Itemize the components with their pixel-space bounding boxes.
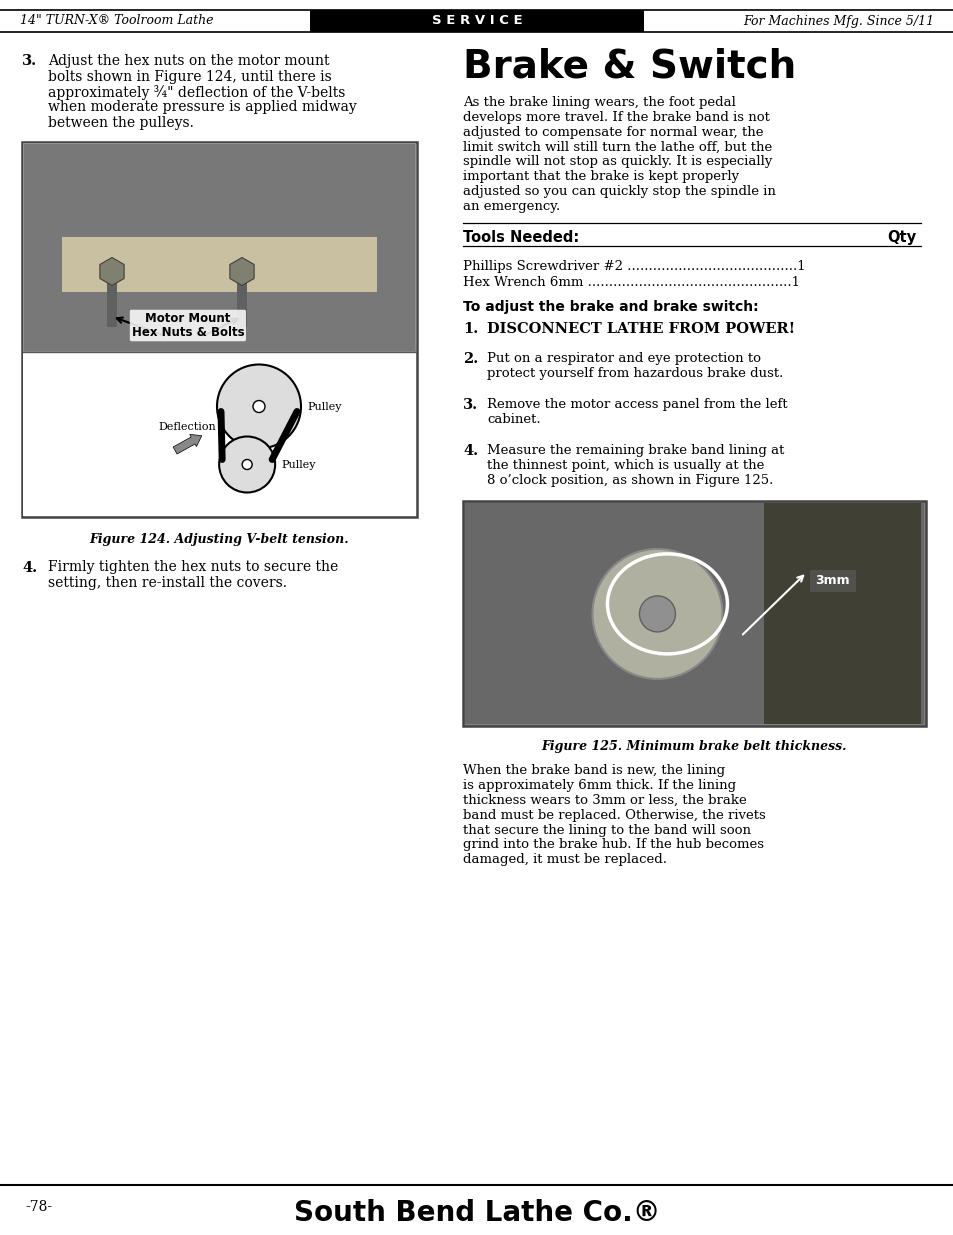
Text: 2.: 2. (462, 352, 477, 367)
Text: 4.: 4. (462, 445, 477, 458)
Text: Qty: Qty (886, 231, 915, 246)
Text: Motor Mount
Hex Nuts & Bolts: Motor Mount Hex Nuts & Bolts (132, 311, 244, 340)
Text: approximately ¾" deflection of the V-belts: approximately ¾" deflection of the V-bel… (48, 85, 345, 100)
Text: 3.: 3. (462, 399, 477, 412)
Text: 1.: 1. (462, 322, 477, 336)
Text: band must be replaced. Otherwise, the rivets: band must be replaced. Otherwise, the ri… (462, 809, 765, 821)
Bar (809, 571, 855, 592)
Text: Tools Needed:: Tools Needed: (462, 231, 578, 246)
Text: protect yourself from hazardous brake dust.: protect yourself from hazardous brake du… (486, 367, 782, 380)
Text: Adjust the hex nuts on the motor mount: Adjust the hex nuts on the motor mount (48, 54, 329, 68)
Text: Remove the motor access panel from the left: Remove the motor access panel from the l… (486, 399, 787, 411)
Text: South Bend Lathe Co.®: South Bend Lathe Co.® (294, 1199, 659, 1228)
Bar (24, 143, 415, 351)
Text: Pulley: Pulley (281, 459, 315, 469)
Text: Measure the remaining brake band lining at: Measure the remaining brake band lining … (486, 445, 783, 457)
Text: 3.: 3. (22, 54, 37, 68)
Text: an emergency.: an emergency. (462, 200, 559, 212)
Text: When the brake band is new, the lining: When the brake band is new, the lining (462, 764, 724, 777)
Text: spindle will not stop as quickly. It is especially: spindle will not stop as quickly. It is … (462, 156, 772, 168)
Text: bolts shown in Figure 124, until there is: bolts shown in Figure 124, until there i… (48, 69, 332, 84)
Text: 4.: 4. (22, 561, 37, 574)
FancyArrow shape (172, 435, 202, 454)
Circle shape (219, 436, 274, 493)
Text: when moderate pressure is applied midway: when moderate pressure is applied midway (48, 100, 356, 115)
Text: For Machines Mfg. Since 5/11: For Machines Mfg. Since 5/11 (742, 15, 933, 27)
Text: Put on a respirator and eye protection to: Put on a respirator and eye protection t… (486, 352, 760, 366)
Bar (464, 504, 923, 725)
Bar (763, 504, 921, 725)
Text: 3mm: 3mm (815, 573, 849, 587)
Text: S E R V I C E: S E R V I C E (432, 15, 521, 27)
Bar (23, 352, 416, 515)
Text: cabinet.: cabinet. (486, 414, 540, 426)
Circle shape (253, 400, 265, 412)
Text: Figure 124. Adjusting V-belt tension.: Figure 124. Adjusting V-belt tension. (90, 532, 349, 546)
Bar (310, 10, 643, 32)
Text: DISCONNECT LATHE FROM POWER!: DISCONNECT LATHE FROM POWER! (486, 322, 794, 336)
Text: that secure the lining to the band will soon: that secure the lining to the band will … (462, 824, 750, 836)
Text: Firmly tighten the hex nuts to secure the: Firmly tighten the hex nuts to secure th… (48, 561, 338, 574)
Text: -78-: -78- (25, 1200, 52, 1214)
Text: the thinnest point, which is usually at the: the thinnest point, which is usually at … (486, 459, 763, 473)
Bar (62, 236, 376, 291)
Bar (23, 142, 416, 352)
Text: setting, then re-install the covers.: setting, then re-install the covers. (48, 576, 287, 590)
Text: Hex Wrench 6mm ................................................1: Hex Wrench 6mm .........................… (462, 277, 800, 289)
Text: 8 o’clock position, as shown in Figure 125.: 8 o’clock position, as shown in Figure 1… (486, 474, 773, 488)
Bar (236, 272, 247, 326)
Circle shape (242, 459, 252, 469)
Bar (107, 272, 117, 326)
Text: 14" TURN-X® Toolroom Lathe: 14" TURN-X® Toolroom Lathe (20, 15, 213, 27)
Circle shape (592, 548, 721, 679)
Text: develops more travel. If the brake band is not: develops more travel. If the brake band … (462, 111, 769, 124)
Text: adjusted so you can quickly stop the spindle in: adjusted so you can quickly stop the spi… (462, 185, 775, 198)
Text: is approximately 6mm thick. If the lining: is approximately 6mm thick. If the linin… (462, 779, 736, 792)
Text: Pulley: Pulley (307, 401, 341, 411)
Text: Brake & Switch: Brake & Switch (462, 48, 796, 86)
Circle shape (216, 364, 301, 448)
Text: thickness wears to 3mm or less, the brake: thickness wears to 3mm or less, the brak… (462, 794, 746, 806)
Text: grind into the brake hub. If the hub becomes: grind into the brake hub. If the hub bec… (462, 839, 763, 851)
Bar (462, 501, 925, 726)
Text: limit switch will still turn the lathe off, but the: limit switch will still turn the lathe o… (462, 141, 771, 153)
Text: Phillips Screwdriver #2 ........................................1: Phillips Screwdriver #2 ................… (462, 261, 804, 273)
Text: Figure 125. Minimum brake belt thickness.: Figure 125. Minimum brake belt thickness… (541, 741, 846, 753)
Bar (22, 142, 416, 516)
Text: To adjust the brake and brake switch:: To adjust the brake and brake switch: (462, 300, 758, 315)
Text: Deflection: Deflection (158, 422, 215, 432)
Text: As the brake lining wears, the foot pedal: As the brake lining wears, the foot peda… (462, 96, 735, 109)
Text: between the pulleys.: between the pulleys. (48, 116, 193, 130)
Text: important that the brake is kept properly: important that the brake is kept properl… (462, 170, 739, 183)
Text: adjusted to compensate for normal wear, the: adjusted to compensate for normal wear, … (462, 126, 762, 138)
Circle shape (639, 597, 675, 632)
Text: damaged, it must be replaced.: damaged, it must be replaced. (462, 853, 666, 866)
